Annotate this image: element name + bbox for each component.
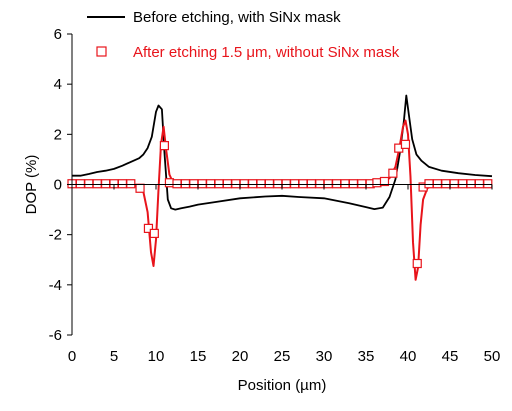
data-point-marker (315, 179, 325, 189)
data-point-marker (256, 179, 266, 189)
data-point-marker (474, 179, 484, 189)
data-point-marker (143, 223, 154, 233)
data-point-marker (379, 176, 390, 187)
y-axis-title: DOP (%) (23, 155, 40, 215)
data-point-marker (449, 179, 459, 189)
x-tick-label: 5 (110, 348, 118, 365)
data-point-marker (281, 179, 291, 189)
data-point-marker (298, 179, 308, 189)
x-tick-label: 50 (484, 348, 501, 365)
series-layer (67, 94, 493, 281)
data-point-marker (135, 183, 145, 193)
data-point-marker (206, 179, 216, 189)
data-point-marker (126, 179, 136, 189)
data-point-marker (189, 179, 199, 189)
data-point-marker (117, 179, 128, 189)
data-point-marker (84, 179, 94, 189)
data-point-marker (172, 179, 182, 189)
data-point-marker (357, 179, 367, 189)
data-point-marker (306, 179, 316, 189)
data-point-marker (340, 179, 350, 189)
data-point-marker (412, 258, 422, 269)
data-point-marker (92, 179, 102, 189)
data-point-marker (483, 179, 493, 189)
y-tick-label: 6 (54, 26, 62, 43)
x-axis-title: Position (µm) (238, 377, 327, 394)
data-point-marker (231, 179, 241, 189)
series-line-0 (72, 94, 493, 211)
y-tick-label: -6 (49, 327, 62, 344)
data-point-marker (458, 179, 468, 189)
data-point-marker (388, 168, 398, 178)
y-tick-label: 0 (54, 177, 62, 194)
data-point-marker (100, 179, 111, 189)
data-point-marker (348, 179, 358, 189)
legend: Before etching, with SiNx mask After etc… (87, 9, 400, 61)
data-point-marker (164, 178, 175, 188)
data-point-marker (400, 139, 411, 149)
x-tick-label: 0 (68, 348, 76, 365)
data-point-marker (180, 179, 190, 189)
data-point-marker (273, 179, 283, 189)
legend-label-before-etching: Before etching, with SiNx mask (133, 9, 341, 26)
series-line-1 (72, 119, 492, 281)
data-point-marker (222, 179, 232, 189)
data-point-marker (197, 179, 207, 189)
x-tick-label: 45 (442, 348, 459, 365)
y-tick-label: -2 (49, 227, 62, 244)
data-point-marker (248, 179, 258, 189)
data-point-marker (432, 179, 442, 189)
data-point-marker (214, 179, 224, 189)
x-tick-label: 35 (358, 348, 375, 365)
data-point-marker (264, 179, 274, 189)
y-tick-label: -4 (49, 277, 62, 294)
data-point-marker (372, 178, 382, 188)
x-tick-label: 15 (190, 348, 207, 365)
data-point-marker (424, 179, 434, 189)
data-point-marker (323, 179, 333, 189)
x-tick-label: 20 (232, 348, 249, 365)
data-point-marker (239, 179, 249, 189)
data-point-marker (441, 179, 451, 189)
x-tick-label: 40 (400, 348, 417, 365)
data-point-marker (290, 179, 300, 189)
y-tick-label: 2 (54, 126, 62, 143)
legend-label-after-etching: After etching 1.5 μm, without SiNx mask (133, 44, 400, 61)
x-tick-label: 10 (148, 348, 165, 365)
data-point-marker (159, 141, 169, 151)
data-point-marker (466, 179, 476, 189)
y-tick-label: 4 (54, 76, 62, 93)
data-point-marker (332, 179, 342, 189)
data-point-marker (149, 228, 159, 239)
x-tick-label: 30 (316, 348, 333, 365)
ticks-layer: 0 5 10 15 20 25 30 35 40 45 50 -6 -4 -2 0 2 4 6 (49, 26, 501, 365)
data-point-marker (75, 179, 86, 189)
legend-swatch-after-etching (96, 46, 107, 57)
x-tick-label: 25 (274, 348, 291, 365)
